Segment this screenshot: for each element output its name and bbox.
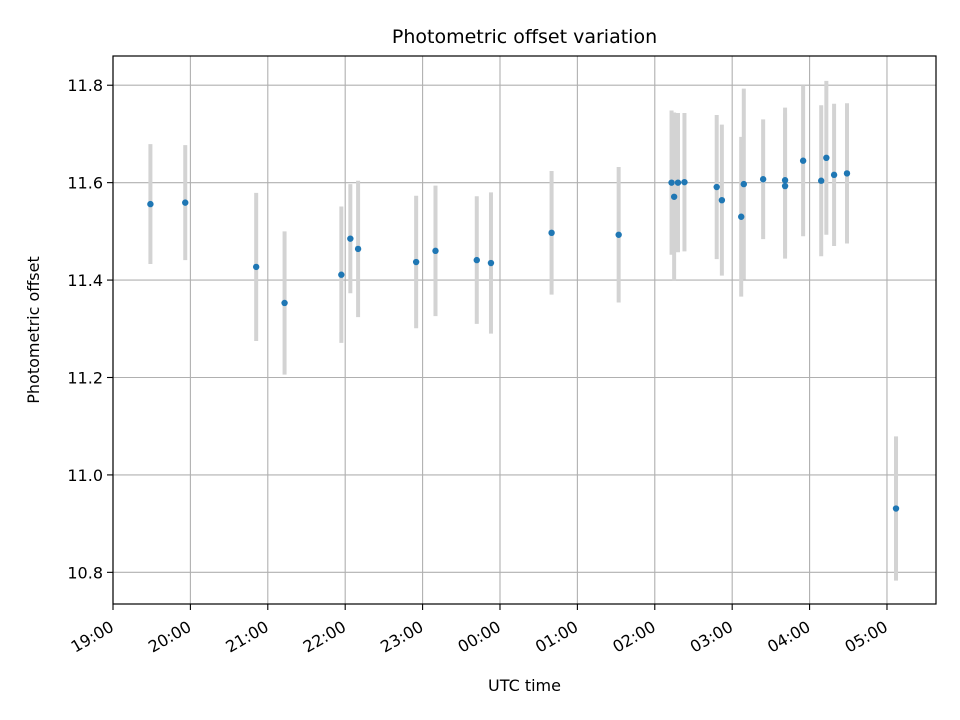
y-tick-label: 11.0 — [67, 466, 103, 485]
data-point — [487, 259, 495, 267]
data-point — [670, 193, 678, 200]
y-tick-label: 10.8 — [67, 563, 103, 582]
grid — [112, 56, 936, 604]
data-point — [892, 505, 900, 512]
data-point — [412, 258, 420, 266]
data-point — [338, 271, 345, 278]
y-axis-title: Photometric offset — [24, 256, 43, 404]
plot-frame — [112, 55, 937, 605]
data-point — [182, 199, 189, 206]
data-point — [781, 177, 789, 184]
y-tick-label: 11.8 — [67, 76, 103, 95]
data-point — [548, 229, 555, 237]
data-point — [718, 196, 726, 204]
data-point — [781, 182, 789, 190]
data-point — [674, 179, 682, 186]
data-point — [615, 231, 622, 238]
data-point — [473, 256, 480, 264]
y-tick-label: 11.6 — [67, 174, 103, 193]
y-axis: 10.8 11.0 11.2 11.4 11.6 11.8 — [67, 76, 113, 582]
data-point — [830, 171, 838, 179]
data-point — [713, 183, 720, 191]
data-point — [759, 176, 767, 183]
data-point — [354, 245, 362, 253]
x-axis-title: UTC time — [488, 676, 561, 695]
y-tick-label: 11.2 — [67, 368, 103, 387]
data-point — [347, 235, 354, 242]
data-point — [817, 177, 825, 184]
data-point — [681, 178, 688, 186]
data-point — [799, 157, 807, 164]
data-point — [432, 247, 439, 255]
data-points — [147, 154, 900, 512]
data-point — [668, 179, 675, 186]
data-point — [740, 180, 747, 188]
data-point — [147, 200, 154, 208]
data-point — [252, 263, 260, 271]
data-point — [823, 154, 830, 162]
data-point — [843, 170, 851, 177]
data-point — [738, 213, 745, 220]
y-tick-label: 11.4 — [67, 271, 103, 290]
chart-title: Photometric offset variation — [392, 26, 657, 48]
data-point — [281, 299, 288, 307]
